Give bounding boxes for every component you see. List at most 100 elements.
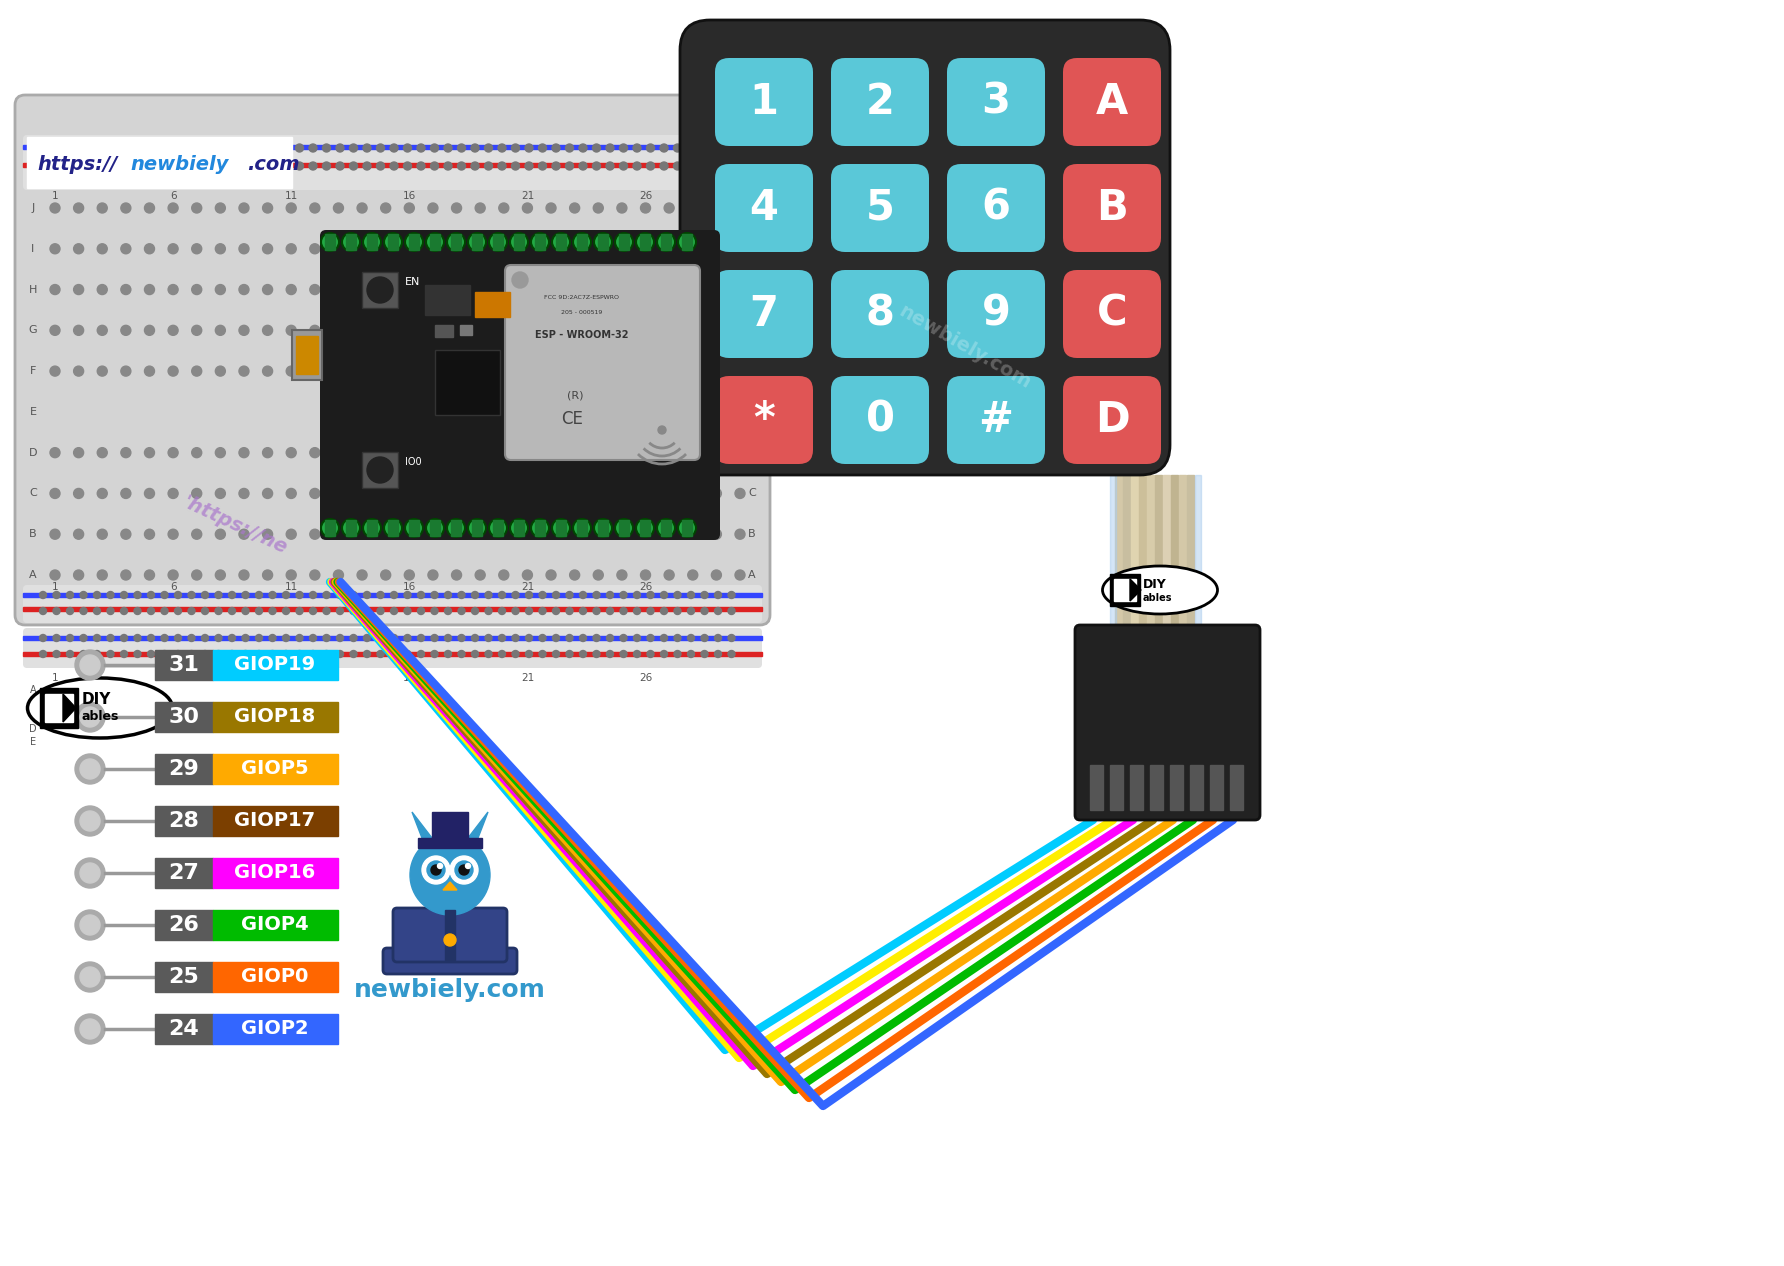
- Circle shape: [566, 634, 573, 642]
- Circle shape: [678, 519, 696, 537]
- FancyBboxPatch shape: [1063, 165, 1161, 252]
- Circle shape: [633, 591, 640, 599]
- Circle shape: [337, 634, 344, 642]
- Circle shape: [689, 489, 698, 499]
- Circle shape: [485, 162, 492, 170]
- Text: 'https://ne: 'https://ne: [180, 492, 291, 557]
- Circle shape: [362, 519, 382, 537]
- Circle shape: [714, 162, 723, 170]
- Circle shape: [66, 144, 73, 152]
- Circle shape: [80, 608, 87, 614]
- Circle shape: [553, 591, 560, 599]
- Circle shape: [475, 285, 485, 295]
- Bar: [23, 636, 762, 641]
- Circle shape: [269, 608, 277, 614]
- Circle shape: [357, 325, 368, 335]
- Circle shape: [715, 634, 721, 642]
- Circle shape: [617, 529, 626, 539]
- Circle shape: [75, 806, 105, 836]
- Circle shape: [546, 285, 557, 295]
- Circle shape: [52, 162, 61, 170]
- FancyBboxPatch shape: [715, 376, 814, 465]
- Circle shape: [498, 608, 505, 614]
- Circle shape: [98, 366, 107, 376]
- Circle shape: [50, 529, 61, 539]
- Circle shape: [362, 144, 371, 152]
- Bar: [473, 520, 482, 536]
- Circle shape: [417, 162, 425, 170]
- Circle shape: [615, 233, 633, 251]
- Circle shape: [134, 634, 141, 642]
- Circle shape: [405, 570, 414, 580]
- Circle shape: [134, 608, 141, 614]
- Bar: [296, 335, 318, 373]
- Circle shape: [448, 233, 466, 251]
- Circle shape: [310, 325, 319, 335]
- Bar: [1110, 765, 1122, 810]
- Circle shape: [592, 634, 599, 642]
- Circle shape: [417, 634, 425, 642]
- Circle shape: [458, 634, 466, 642]
- Circle shape: [93, 634, 100, 642]
- Circle shape: [310, 489, 319, 499]
- Circle shape: [239, 529, 250, 539]
- Circle shape: [523, 489, 532, 499]
- Text: G: G: [747, 325, 756, 335]
- FancyBboxPatch shape: [1063, 58, 1161, 146]
- Circle shape: [309, 651, 316, 657]
- Circle shape: [75, 910, 105, 939]
- Circle shape: [674, 162, 681, 170]
- Text: *: *: [753, 399, 774, 441]
- Circle shape: [357, 203, 368, 213]
- Circle shape: [376, 162, 385, 170]
- Circle shape: [262, 448, 273, 458]
- Circle shape: [444, 634, 451, 642]
- Bar: [425, 285, 469, 315]
- Circle shape: [405, 366, 414, 376]
- Circle shape: [50, 448, 61, 458]
- Circle shape: [640, 366, 651, 376]
- Circle shape: [146, 162, 155, 170]
- Circle shape: [285, 489, 296, 499]
- Circle shape: [216, 591, 221, 599]
- Circle shape: [337, 591, 344, 599]
- Circle shape: [161, 162, 168, 170]
- Bar: [640, 234, 649, 249]
- Circle shape: [334, 244, 344, 253]
- Circle shape: [98, 489, 107, 499]
- Circle shape: [569, 325, 580, 335]
- Circle shape: [239, 448, 250, 458]
- Circle shape: [262, 366, 273, 376]
- Circle shape: [444, 934, 457, 946]
- Circle shape: [430, 144, 439, 152]
- Circle shape: [73, 366, 84, 376]
- Circle shape: [498, 162, 507, 170]
- Text: 21: 21: [521, 674, 533, 682]
- Circle shape: [594, 529, 603, 539]
- Circle shape: [664, 203, 674, 213]
- Text: .com: .com: [246, 154, 300, 173]
- Circle shape: [660, 144, 667, 152]
- Circle shape: [523, 570, 532, 580]
- Bar: [1113, 579, 1136, 601]
- Circle shape: [73, 448, 84, 458]
- Circle shape: [282, 634, 289, 642]
- Circle shape: [309, 591, 316, 599]
- Circle shape: [255, 634, 262, 642]
- Circle shape: [687, 651, 694, 657]
- Circle shape: [54, 591, 61, 599]
- Text: C: C: [747, 489, 756, 499]
- Circle shape: [98, 285, 107, 295]
- Circle shape: [121, 448, 130, 458]
- Circle shape: [228, 651, 235, 657]
- Circle shape: [335, 144, 344, 152]
- Circle shape: [364, 651, 371, 657]
- Circle shape: [73, 489, 84, 499]
- Bar: [155, 962, 212, 993]
- Circle shape: [500, 366, 508, 376]
- Circle shape: [357, 366, 368, 376]
- Circle shape: [285, 570, 296, 580]
- Text: 8: 8: [865, 292, 894, 335]
- Circle shape: [687, 608, 694, 614]
- Circle shape: [98, 244, 107, 253]
